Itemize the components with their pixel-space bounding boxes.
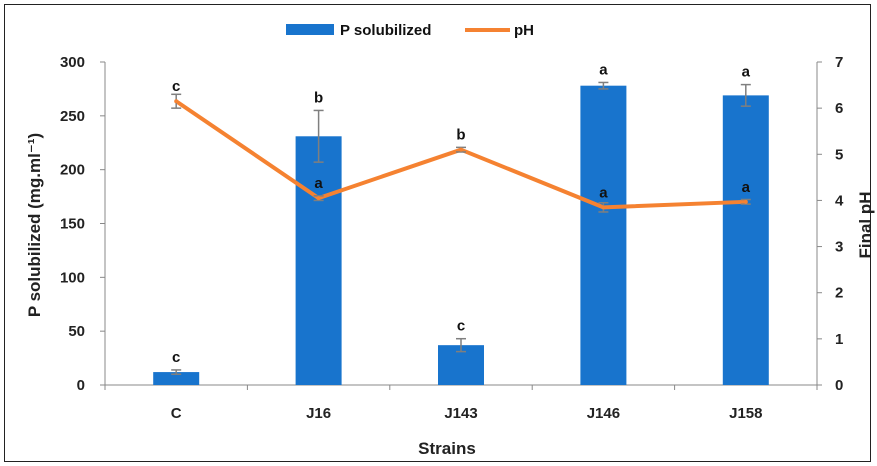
legend-line-label: pH <box>514 22 534 39</box>
y-tick-label: 250 <box>60 108 85 125</box>
x-tick-label: J143 <box>444 405 477 422</box>
y2-tick-label: 6 <box>835 100 843 117</box>
legend: P solubilized pH <box>286 22 534 39</box>
y2-tick-label: 2 <box>835 285 843 302</box>
chart-frame <box>4 4 871 462</box>
ph-significance-letter: a <box>314 175 323 192</box>
bar-series <box>153 85 769 386</box>
bar-error-bars <box>171 81 751 375</box>
y-tick-label: 0 <box>77 377 85 394</box>
legend-bar-label: P solubilized <box>340 22 431 39</box>
line-series <box>171 93 751 213</box>
ph-significance-letter: a <box>599 184 608 201</box>
ph-point <box>316 196 321 201</box>
x-tick-label: J16 <box>306 405 331 422</box>
x-tick-label: J158 <box>729 405 762 422</box>
y-axis-ticks: 0 50 100 150 200 250 300 <box>60 54 105 394</box>
ph-point <box>459 147 463 152</box>
ph-significance-letter: a <box>742 179 751 196</box>
ph-point <box>601 205 606 210</box>
y2-tick-label: 0 <box>835 377 843 394</box>
y2-tick-label: 7 <box>835 54 843 71</box>
bar <box>295 136 342 385</box>
axes <box>104 62 818 386</box>
y-tick-label: 150 <box>60 216 85 233</box>
y2-axis-title: Final pH <box>856 191 875 258</box>
bar-significance-letter: a <box>742 64 751 81</box>
y2-axis-ticks: 0 1 2 3 4 5 6 7 <box>817 54 844 394</box>
x-axis-ticks: C J16 J143 J146 J158 <box>104 385 818 422</box>
x-tick-label: C <box>171 405 182 422</box>
y-tick-label: 200 <box>60 162 85 179</box>
y-tick-label: 300 <box>60 54 85 71</box>
bar-significance-letter: b <box>314 89 323 106</box>
bar <box>580 85 627 385</box>
y-tick-label: 100 <box>60 269 85 286</box>
bar <box>722 95 769 386</box>
significance-letters: c b c a a c a b a a <box>172 61 751 365</box>
x-axis-title: Strains <box>418 439 476 458</box>
ph-point <box>743 199 748 204</box>
bar-significance-letter: c <box>172 349 180 366</box>
ph-significance-letter: c <box>172 78 180 95</box>
y2-tick-label: 1 <box>835 331 843 348</box>
ph-point <box>174 99 179 104</box>
bar <box>153 372 200 385</box>
y-tick-label: 50 <box>68 323 85 340</box>
y2-tick-label: 5 <box>835 146 843 163</box>
legend-bar-swatch <box>286 24 334 35</box>
x-tick-label: J146 <box>587 405 620 422</box>
y2-tick-label: 4 <box>835 192 844 209</box>
ph-line <box>175 99 746 210</box>
bar-significance-letter: a <box>599 61 608 78</box>
y2-tick-label: 3 <box>835 239 843 256</box>
bar-significance-letter: c <box>457 318 465 335</box>
ph-significance-letter: b <box>456 127 465 144</box>
y-axis-title: P solubilized (mg.ml⁻¹) <box>25 133 44 317</box>
